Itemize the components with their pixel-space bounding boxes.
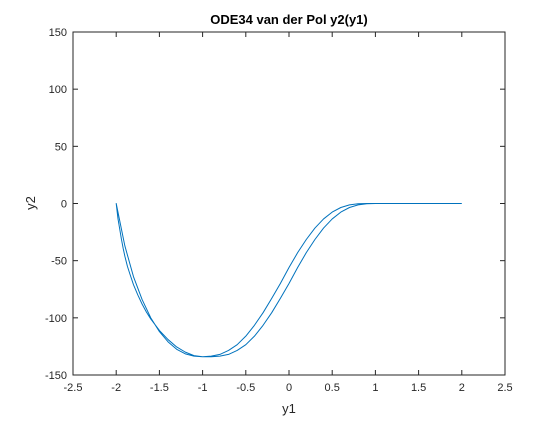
x-tick-label: 1.5 [411,382,426,394]
y-tick-label: -50 [51,256,67,268]
y-axis-label: y2 [23,196,38,210]
plot-area: -2.5 -2 -1.5 -1 -0.5 0 0.5 1 1.5 2 2.5 -150 -100 -50 0… [45,27,513,394]
x-tick-label: -2.5 [64,382,83,394]
y-tick-label: 50 [55,141,67,153]
x-tick-label: -2 [111,382,121,394]
y-tick-label: 100 [49,84,67,96]
y-tick-label: 0 [61,199,67,211]
x-tick-label: 1 [372,382,378,394]
series-line-1 [115,203,462,358]
x-tick-label: 2.5 [497,382,512,394]
y-tick-label: -100 [45,313,67,325]
x-tick-label: 2 [459,382,465,394]
chart-title: ODE34 van der Pol y2(y1) [210,12,368,27]
x-tick-label: 0 [286,382,292,394]
x-axis-label: y1 [282,401,296,416]
x-tick-label: 0.5 [325,382,340,394]
x-tick-label: -1.5 [150,382,169,394]
y-tick-label: -150 [45,370,67,382]
x-tick-label: -1 [198,382,208,394]
x-tick-label: -0.5 [236,382,255,394]
y-tick-label: 150 [49,27,67,39]
